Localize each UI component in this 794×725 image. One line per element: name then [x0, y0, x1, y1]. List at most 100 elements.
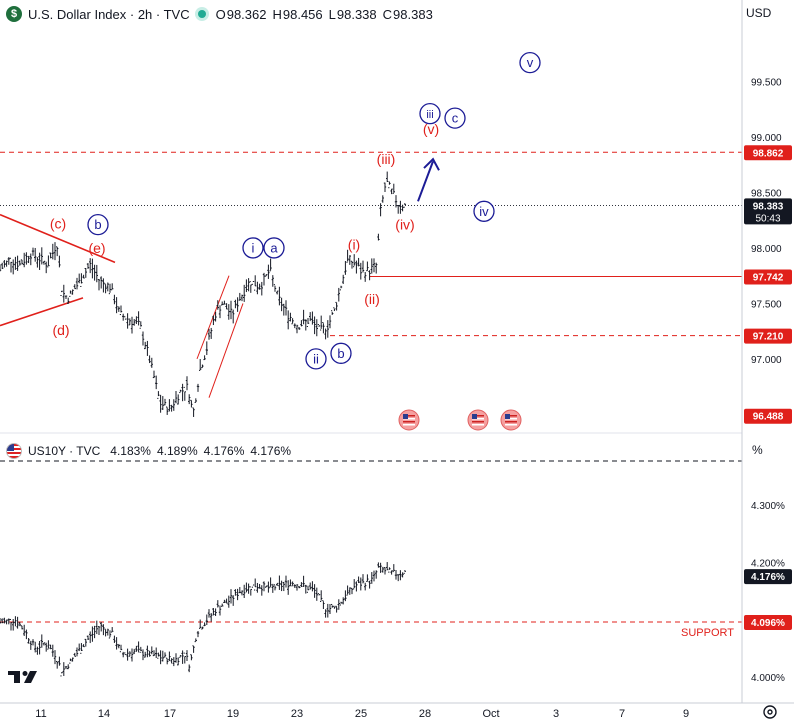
dxy-bar	[238, 292, 241, 301]
tradingview-logo[interactable]	[8, 669, 40, 690]
dxy-bar	[146, 340, 149, 356]
dxy-bar	[207, 328, 211, 340]
time-axis[interactable]: 11 14 17 19 23 25 28 Oct 3 7 9	[35, 708, 689, 720]
dxy-bar	[80, 273, 83, 287]
main-price-axis[interactable]: 99.500 99.000 98.500 98.000 97.500 97.000 98.8…	[744, 77, 792, 424]
us-event-icon[interactable]	[467, 409, 489, 431]
dxy-bar	[108, 283, 112, 295]
main-symbol-title[interactable]: U.S. Dollar Index · 2h · TVC	[28, 6, 190, 22]
trendline	[0, 213, 116, 264]
dxy-bar	[348, 255, 351, 265]
wave-label-red: (ii)	[364, 291, 380, 307]
us10y-bar	[122, 651, 125, 658]
wave-label-navy: v	[527, 55, 534, 70]
us10y-bar	[298, 586, 301, 589]
dxy-bar	[38, 252, 41, 270]
dxy-bar	[377, 233, 380, 241]
price-tag	[744, 145, 792, 161]
us-event-icon[interactable]	[398, 409, 420, 431]
dxy-bar	[359, 262, 362, 280]
close-value: 98.383	[393, 6, 433, 22]
dxy-bar	[203, 355, 206, 361]
yield-tick-label: 4.000%	[751, 673, 785, 684]
dxy-bar	[383, 182, 387, 192]
us10y-bar	[210, 613, 213, 622]
sub-symbol-title[interactable]: US10Y · TVC	[28, 444, 101, 458]
wave-circle	[242, 237, 264, 259]
us10y-bar	[214, 608, 217, 617]
us10y-bar	[155, 647, 158, 659]
us10y-bar	[56, 660, 59, 669]
us10y-bar	[190, 654, 193, 661]
us10y-bar	[397, 574, 400, 582]
us10y-bar	[75, 647, 79, 657]
us10y-bar	[106, 628, 109, 636]
us10y-bar	[333, 605, 336, 609]
us10y-bar	[159, 650, 162, 665]
dxy-bar	[82, 274, 85, 279]
dxy-bar	[403, 203, 406, 208]
us10y-bar	[5, 619, 8, 625]
market-status-icon[interactable]	[197, 10, 206, 18]
wave-label-red: (d)	[52, 322, 69, 338]
dxy-bar	[267, 264, 270, 279]
main-legend: $ U.S. Dollar Index · 2h · TVC O 98.362 H…	[6, 6, 439, 22]
dxy-bar	[168, 399, 171, 412]
us10y-bar	[7, 618, 10, 625]
dxy-bar	[399, 200, 402, 214]
us10y-bar	[38, 640, 41, 655]
us10y-bar	[234, 589, 237, 596]
dxy-bar	[229, 300, 233, 320]
us10y-bar	[128, 651, 131, 657]
us10y-bar	[71, 657, 74, 662]
flag-canton	[403, 414, 408, 419]
dxy-bar	[331, 310, 334, 315]
dxy-bar	[152, 370, 156, 379]
us10y-bar	[3, 617, 6, 624]
dxy-bar	[100, 276, 103, 289]
dxy-bar	[311, 311, 314, 325]
economic-events[interactable]	[398, 409, 522, 431]
wave-circle	[87, 213, 109, 236]
sub-value-1: 4.183%	[110, 444, 151, 458]
us10y-bar	[271, 583, 274, 593]
sub-value-4: 4.176%	[250, 444, 292, 458]
us10y-bar	[172, 657, 175, 667]
dxy-bar	[157, 391, 160, 399]
main-horizontal-levels	[0, 151, 742, 337]
dxy-bar	[243, 284, 246, 302]
price-tag	[744, 198, 792, 225]
us10y-bar	[267, 581, 270, 593]
us10y-bar	[357, 576, 360, 584]
us10y-bar	[280, 580, 283, 592]
us10y-bar	[203, 622, 206, 627]
us10y-bar	[124, 652, 127, 656]
dxy-bar	[60, 290, 63, 296]
dxy-bar	[315, 319, 318, 337]
us10y-bar	[306, 585, 310, 593]
us10y-bar	[100, 622, 103, 632]
chart-settings-icon[interactable]	[761, 703, 779, 721]
us-event-icon[interactable]	[500, 409, 522, 431]
us10y-bar	[249, 586, 252, 596]
us10y-bar	[322, 600, 325, 610]
us10y-bar	[53, 650, 57, 665]
flag-stripe	[472, 424, 484, 426]
wave-circle	[444, 107, 466, 129]
percent-unit-label: %	[752, 443, 763, 457]
us10y-bar	[273, 584, 277, 591]
us10y-bar	[284, 575, 288, 588]
us10y-bar	[82, 644, 85, 648]
dxy-price-bars	[0, 171, 406, 417]
dxy-bar	[326, 320, 329, 338]
dxy-bar	[379, 203, 382, 217]
price-tick-label: 97.000	[751, 355, 782, 366]
currency-selector[interactable]: USD	[746, 6, 772, 20]
sub-price-axis[interactable]: 4.300% 4.200% 4.000% 4.176% 4.096%	[744, 501, 792, 684]
dxy-bar	[401, 204, 404, 212]
us10y-bar	[361, 574, 365, 584]
flag-stripe	[472, 421, 484, 423]
time-tick-label: 23	[291, 708, 303, 720]
us10y-bar	[29, 640, 32, 650]
